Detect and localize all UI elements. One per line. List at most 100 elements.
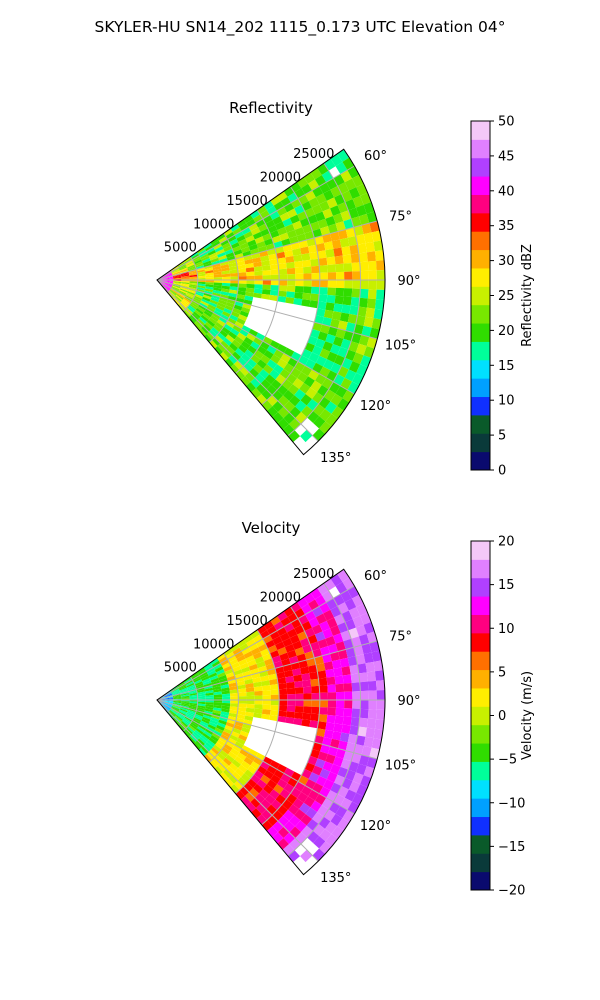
field-cell [164, 282, 173, 287]
field-cell [283, 809, 295, 822]
field-cell [335, 263, 345, 273]
field-cell [165, 700, 174, 702]
colorbar-tick-label: 45 [498, 149, 515, 164]
field-cell [363, 316, 374, 328]
field-cell [238, 344, 248, 354]
field-cell [266, 406, 279, 418]
field-cell [269, 230, 280, 239]
field-cell [337, 202, 349, 214]
field-cell [187, 711, 196, 716]
field-cell [189, 701, 198, 704]
field-cell [220, 239, 230, 247]
field-cell [319, 707, 328, 715]
field-cell [205, 284, 214, 288]
field-cell [256, 803, 267, 815]
field-cell [197, 280, 206, 283]
field-cell [236, 654, 246, 663]
field-cell [195, 292, 204, 297]
field-cell [304, 207, 315, 218]
field-cell [201, 298, 210, 305]
field-cell [181, 283, 190, 286]
field-cell [228, 774, 238, 785]
field-cell [220, 733, 230, 741]
field-cell [330, 651, 340, 662]
field-cell [241, 306, 251, 314]
field-cell [165, 698, 174, 700]
field-cell [227, 737, 237, 745]
field-cell [245, 683, 254, 689]
field-cell [202, 680, 212, 686]
field-cell [355, 763, 367, 776]
colorbar-segment [471, 724, 490, 744]
field-cell [183, 297, 192, 304]
field-cell [243, 299, 253, 306]
field-cell [376, 289, 385, 300]
field-cell [246, 275, 255, 280]
field-cell [317, 301, 327, 310]
field-cell [318, 257, 328, 266]
field-cell [213, 744, 222, 753]
field-cell [236, 294, 246, 300]
field-cell [190, 251, 199, 259]
field-cell [311, 685, 320, 694]
field-cell [163, 285, 170, 292]
field-cell [165, 697, 174, 700]
field-cell [218, 736, 228, 744]
field-cell [232, 307, 242, 315]
field-cell [270, 689, 280, 696]
field-cell [289, 815, 301, 827]
field-cell [257, 625, 267, 635]
field-cell [211, 327, 220, 336]
field-cell [319, 421, 332, 435]
field-cell [293, 674, 303, 682]
field-cell [234, 231, 244, 239]
field-cell [283, 389, 295, 402]
field-cell [176, 294, 184, 300]
field-cell [325, 215, 336, 227]
radial-tick-label: 10000 [193, 637, 234, 652]
field-cell [345, 618, 356, 631]
angular-gridline [156, 585, 355, 701]
field-cell [300, 246, 310, 255]
field-cell [211, 312, 221, 320]
field-cell [275, 641, 285, 651]
field-cell [312, 403, 325, 417]
field-cell [325, 668, 335, 678]
field-cell [297, 211, 308, 221]
field-cell [233, 724, 243, 731]
field-cell [240, 796, 251, 807]
field-cell [225, 651, 235, 660]
field-cell [347, 381, 360, 394]
colorbar-segment [471, 669, 490, 689]
field-cell [270, 774, 281, 785]
field-cell [195, 308, 204, 315]
field-cell [330, 393, 343, 407]
field-cell [277, 395, 290, 407]
field-cell [279, 280, 288, 286]
field-cell [219, 329, 229, 338]
field-cell [165, 281, 174, 283]
field-cell [260, 799, 272, 810]
field-cell [202, 732, 211, 740]
field-cell [287, 229, 297, 239]
field-cell [206, 739, 216, 748]
field-cell [237, 710, 246, 716]
field-cell [308, 244, 318, 254]
field-cell [287, 384, 300, 396]
field-cell [277, 647, 288, 656]
field-cell [256, 359, 267, 369]
radial-tick-label: 10000 [193, 217, 234, 232]
field-cell [335, 700, 345, 709]
field-cell [363, 766, 375, 778]
field-cell [182, 298, 191, 305]
field-cell [260, 774, 271, 785]
field-cell [228, 292, 238, 298]
colorbar-tick-label: 10 [498, 394, 515, 409]
field-cell [253, 214, 263, 223]
field-cell [376, 700, 385, 710]
field-cell [236, 680, 246, 686]
field-cell [324, 401, 338, 414]
field-cell [217, 251, 226, 258]
field-cell [243, 231, 253, 239]
field-cell [345, 322, 356, 333]
